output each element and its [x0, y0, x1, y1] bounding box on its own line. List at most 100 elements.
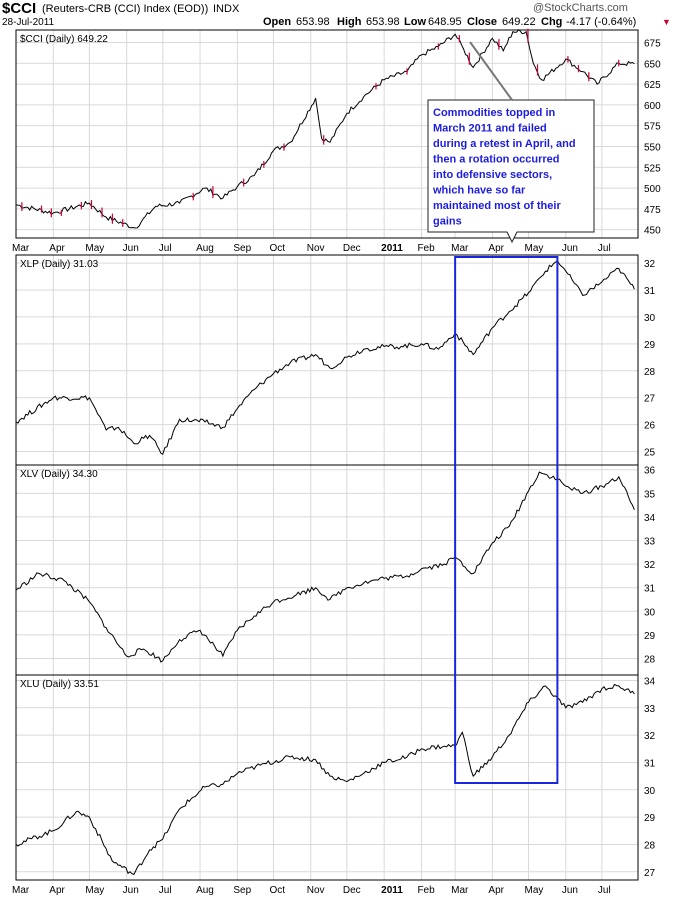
y-tick-label: 30: [644, 607, 656, 618]
open-label: Open: [263, 16, 292, 28]
chart-date: 28-Jul-2011: [2, 17, 55, 28]
chg-value: -4.17 (-0.64%): [566, 16, 637, 28]
y-tick-label: 31: [644, 286, 656, 297]
y-tick-label: 28: [644, 367, 656, 378]
x-tick-label: Oct: [269, 243, 285, 254]
panel-frame: [15, 254, 639, 466]
x-tick-label: 2011: [381, 243, 403, 254]
y-tick-label: 31: [644, 758, 656, 769]
annotation-line: maintained most of their: [433, 200, 561, 212]
series-legend: $CCI (Daily) 649.22: [20, 34, 108, 45]
x-tick-label: Jul: [159, 885, 172, 896]
y-tick-label: 29: [644, 813, 656, 824]
x-tick-label: May: [525, 243, 544, 254]
series-legend: XLV (Daily) 34.30: [20, 469, 98, 480]
y-tick-label: 30: [644, 786, 656, 797]
x-tick-label: Apr: [488, 243, 504, 254]
down-arrow-icon: ▼: [662, 17, 671, 27]
close-label: Close: [467, 16, 497, 28]
x-tick-label: May: [525, 885, 544, 896]
y-tick-label: 34: [644, 676, 656, 687]
x-tick-label: Jun: [123, 885, 139, 896]
y-tick-label: 32: [644, 560, 656, 571]
y-tick-label: 27: [644, 868, 656, 879]
annotation-line: which have so far: [432, 185, 526, 197]
y-tick-label: 36: [644, 466, 656, 477]
series-line: [15, 471, 635, 663]
x-tick-label: Jul: [598, 885, 611, 896]
x-tick-label: Aug: [196, 243, 214, 254]
annotation-line: gains: [433, 216, 462, 228]
x-tick-label: Jun: [562, 243, 578, 254]
y-tick-label: 29: [644, 631, 656, 642]
x-tick-label: Apr: [49, 243, 65, 254]
chg-label: Chg: [541, 16, 563, 28]
panel-frame: [15, 29, 639, 239]
x-tick-label: Nov: [307, 243, 325, 254]
x-tick-label: 2011: [381, 885, 403, 896]
chart-header: $CCI (Reuters-CRB (CCI) Index (EOD)) IND…: [0, 0, 680, 30]
y-tick-label: 550: [644, 142, 661, 153]
x-tick-label: May: [85, 885, 104, 896]
low-label: Low: [404, 16, 426, 28]
y-tick-label: 650: [644, 59, 661, 70]
y-tick-label: 28: [644, 840, 656, 851]
y-tick-label: 35: [644, 489, 656, 500]
low-value: 648.95: [428, 16, 462, 28]
chart-panel: 25 26 27 28 29 30 31 32 XLP (Daily) 31.03: [15, 254, 656, 466]
x-tick-label: Oct: [269, 885, 285, 896]
y-tick-label: 27: [644, 394, 656, 405]
x-tick-label: Apr: [49, 885, 65, 896]
chart-panel: 27 28 29 30 31 32 33 34 XLU (Daily) 33.51: [15, 674, 656, 881]
annotation-box: [427, 99, 595, 244]
symbol: $CCI: [2, 0, 37, 17]
exchange: INDX: [213, 3, 240, 15]
y-tick-label: 34: [644, 513, 656, 524]
x-tick-label: Mar: [12, 885, 30, 896]
x-tick-label: Dec: [343, 243, 361, 254]
y-tick-label: 450: [644, 226, 661, 237]
y-tick-label: 575: [644, 122, 661, 133]
series-line: [15, 259, 635, 455]
x-tick-label: Jun: [123, 243, 139, 254]
annotation-text: Commodities topped in March 2011 and fail…: [432, 107, 576, 228]
y-tick-label: 25: [644, 448, 656, 459]
y-tick-label: 675: [644, 38, 661, 49]
y-tick-label: 32: [644, 731, 656, 742]
annotation-line: into defensive sectors,: [433, 169, 552, 181]
y-tick-label: 500: [644, 184, 661, 195]
annotation-pointer: [469, 41, 513, 101]
y-tick-label: 625: [644, 80, 661, 91]
high-label: High: [337, 16, 362, 28]
series-legend: XLU (Daily) 33.51: [20, 679, 99, 690]
x-tick-label: Dec: [343, 885, 361, 896]
x-tick-label: Jun: [562, 885, 578, 896]
x-tick-label: Mar: [12, 243, 30, 254]
y-tick-label: 475: [644, 205, 661, 216]
y-tick-label: 525: [644, 163, 661, 174]
x-tick-label: Nov: [307, 885, 325, 896]
x-tick-label: Jul: [598, 243, 611, 254]
x-tick-label: Apr: [488, 885, 504, 896]
x-tick-label: Feb: [417, 885, 435, 896]
y-tick-label: 30: [644, 313, 656, 324]
y-tick-label: 31: [644, 584, 656, 595]
annotation-line: Commodities topped in: [433, 107, 556, 119]
y-tick-label: 32: [644, 259, 656, 270]
x-tick-label: Sep: [233, 885, 251, 896]
y-tick-label: 33: [644, 537, 656, 548]
stockcharts-watermark: @StockCharts.com: [533, 2, 628, 14]
annotation-line: then a rotation occurred: [433, 154, 560, 166]
annotation-line: March 2011 and failed: [433, 123, 547, 135]
x-tick-label: Mar: [451, 243, 469, 254]
panel-frame: [15, 674, 639, 881]
x-tick-label: Sep: [233, 243, 251, 254]
close-value: 649.22: [502, 16, 536, 28]
series-line: [15, 683, 635, 876]
highlight-box: [454, 256, 559, 784]
annotation-line: during a retest in April, and: [433, 138, 576, 150]
open-value: 653.98: [296, 16, 330, 28]
panel-frame: [15, 464, 639, 676]
y-tick-label: 600: [644, 101, 661, 112]
